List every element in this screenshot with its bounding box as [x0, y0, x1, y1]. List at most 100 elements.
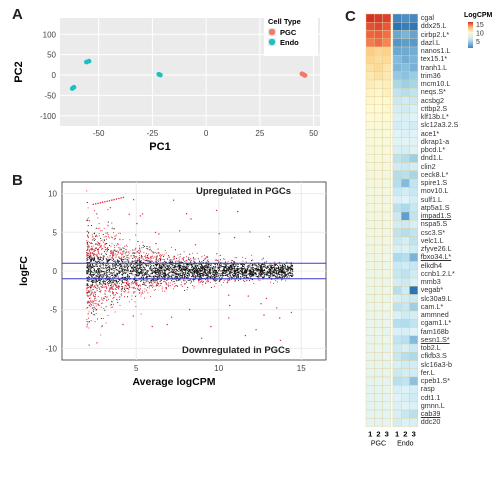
sig-point: [94, 321, 96, 323]
nonsig-point: [193, 269, 195, 271]
nonsig-point: [142, 272, 144, 274]
nonsig-point: [122, 288, 124, 290]
nonsig-point: [106, 272, 108, 274]
nonsig-point: [290, 264, 292, 266]
nonsig-point: [127, 275, 129, 277]
heatmap-cell: [382, 145, 392, 155]
nonsig-point: [225, 263, 227, 266]
sig-point: [97, 251, 99, 253]
nonsig-point: [165, 282, 167, 284]
nonsig-point: [106, 281, 109, 284]
sig-point: [114, 237, 116, 240]
nonsig-point: [112, 282, 114, 284]
sig-point: [103, 239, 105, 241]
sig-point: [124, 285, 126, 287]
nonsig-point: [139, 267, 141, 269]
nonsig-point: [109, 280, 111, 282]
nonsig-point: [170, 261, 172, 264]
nonsig-point: [158, 272, 160, 275]
heatmap-cell: [374, 418, 383, 427]
nonsig-point: [87, 321, 89, 323]
sig-point: [123, 296, 126, 298]
nonsig-point: [244, 264, 246, 266]
nonsig-point: [188, 268, 190, 271]
nonsig-point: [185, 266, 187, 268]
gene-label: ddc20: [420, 417, 441, 427]
sig-point: [93, 253, 95, 255]
nonsig-point: [218, 267, 220, 270]
sig-point: [131, 287, 133, 289]
nonsig-point: [166, 265, 168, 267]
heatmap-cell: [392, 187, 402, 196]
nonsig-point: [87, 269, 89, 271]
heatmap-cell: [409, 170, 419, 180]
sig-point: [127, 282, 129, 284]
sig-point: [275, 280, 277, 282]
nonsig-point: [89, 277, 91, 279]
sig-point: [137, 249, 139, 251]
nonsig-point: [278, 273, 281, 275]
sig-point: [105, 238, 108, 240]
nonsig-point: [269, 269, 271, 271]
nonsig-point: [114, 264, 116, 266]
nonsig-point: [87, 265, 89, 267]
nonsig-point: [225, 271, 227, 273]
nonsig-point: [237, 275, 239, 277]
nonsig-point: [156, 261, 158, 263]
gene-label: trim36: [420, 70, 441, 80]
sig-point: [136, 287, 138, 289]
sig-point: [86, 218, 89, 220]
nonsig-point: [172, 261, 174, 264]
sig-point: [113, 295, 115, 297]
sig-point: [136, 222, 138, 225]
sig-point: [182, 259, 184, 261]
nonsig-point: [146, 279, 148, 281]
nonsig-point: [106, 270, 108, 272]
nonsig-point: [208, 275, 210, 277]
nonsig-point: [112, 252, 114, 254]
heatmap-cell: [409, 294, 419, 303]
sig-point: [125, 286, 127, 288]
nonsig-point: [131, 281, 133, 283]
nonsig-point: [154, 268, 156, 270]
x-axis-label: Average logCPM: [132, 376, 215, 388]
nonsig-point: [221, 277, 223, 279]
nonsig-point: [227, 265, 229, 267]
sig-point: [89, 249, 91, 251]
nonsig-point: [292, 274, 294, 276]
heatmap-cell: [374, 302, 383, 312]
nonsig-point: [255, 273, 257, 275]
nonsig-point: [140, 276, 143, 278]
nonsig-point: [113, 269, 115, 271]
sig-point: [97, 217, 99, 219]
x-tick-label: -25: [147, 129, 159, 138]
nonsig-point: [227, 268, 229, 270]
heatmap-cell: [374, 178, 383, 188]
nonsig-point: [151, 271, 153, 273]
nonsig-point: [119, 271, 122, 273]
nonsig-point: [271, 264, 273, 266]
sig-point: [190, 260, 192, 262]
nonsig-point: [111, 268, 113, 270]
sig-point: [255, 329, 257, 331]
nonsig-point: [289, 271, 291, 273]
nonsig-point: [143, 273, 146, 275]
nonsig-point: [288, 277, 290, 279]
nonsig-point: [88, 266, 90, 268]
nonsig-point: [177, 265, 179, 268]
nonsig-point: [212, 267, 214, 270]
nonsig-point: [169, 270, 171, 272]
nonsig-point: [91, 273, 93, 275]
nonsig-point: [111, 282, 113, 284]
nonsig-point: [292, 270, 294, 272]
nonsig-point: [204, 258, 206, 260]
nonsig-point: [102, 279, 104, 281]
nonsig-point: [135, 271, 137, 273]
sig-point: [94, 308, 97, 310]
nonsig-point: [130, 269, 132, 272]
nonsig-point: [235, 273, 237, 275]
nonsig-point: [132, 249, 134, 251]
sig-point: [96, 255, 98, 257]
nonsig-point: [159, 259, 161, 261]
sig-point: [100, 253, 102, 256]
